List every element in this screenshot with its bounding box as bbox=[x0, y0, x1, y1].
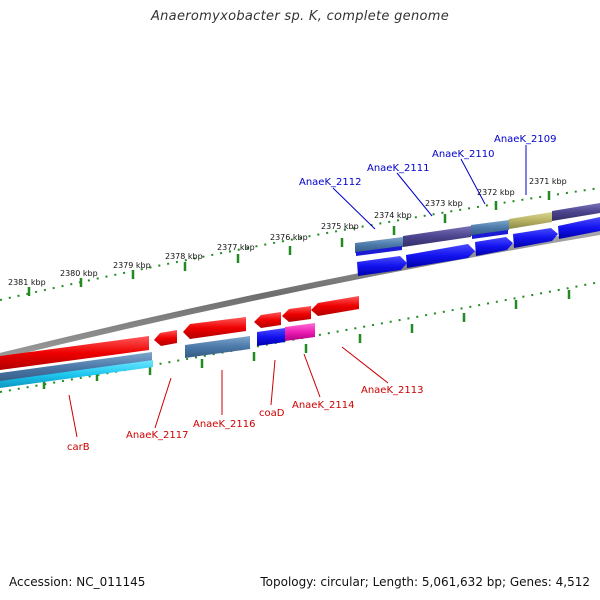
gene-arrow-anaek-2109 bbox=[513, 228, 558, 248]
feature-anaek-2114-magenta bbox=[285, 323, 315, 341]
accession-text: Accession: NC_011145 bbox=[9, 575, 146, 589]
feature-anaek-2110-misc bbox=[471, 220, 509, 236]
gene-arrow-anaek-2116 bbox=[183, 317, 246, 339]
gene-arrow-anaek-2117 bbox=[154, 330, 177, 346]
forward-features-upper bbox=[355, 203, 600, 256]
gene-label-anaek-2110: AnaeK_2110 bbox=[432, 149, 494, 160]
forward-leader-lines bbox=[332, 145, 527, 230]
forward-gene-arrows bbox=[357, 217, 600, 276]
feature-forward-thin-2 bbox=[472, 230, 508, 239]
gene-arrow-anaek-2111 bbox=[406, 244, 475, 268]
feature-carb-cyan bbox=[0, 360, 153, 388]
tick-label: 2371 kbp bbox=[529, 177, 567, 186]
gene-label-carb: carB bbox=[67, 442, 90, 453]
tick-label: 2376 kbp bbox=[270, 233, 308, 242]
gene-label-coad: coaD bbox=[259, 408, 285, 419]
reverse-features-lower bbox=[0, 323, 315, 388]
gene-arrow-anaek-2113 bbox=[311, 296, 359, 316]
gene-label-anaek-2109: AnaeK_2109 bbox=[494, 134, 556, 145]
tick-label: 2373 kbp bbox=[425, 199, 463, 208]
gene-arrow-carb bbox=[0, 336, 149, 370]
tick-label: 2377 kbp bbox=[217, 243, 255, 252]
feature-forward-thin-1 bbox=[356, 246, 402, 256]
gene-label-anaek-2114: AnaeK_2114 bbox=[292, 400, 354, 411]
tick-label: 2379 kbp bbox=[113, 261, 151, 270]
reverse-leader-lines bbox=[68, 346, 389, 438]
feature-coad-blue bbox=[257, 328, 285, 346]
gene-label-anaek-2113: AnaeK_2113 bbox=[361, 385, 423, 396]
tick-label: 2381 kbp bbox=[8, 278, 46, 287]
gene-arrow-anaek-2114 bbox=[282, 306, 311, 322]
genome-summary-text: Topology: circular; Length: 5,061,632 bp… bbox=[260, 575, 590, 589]
tick-label: 2378 kbp bbox=[165, 252, 203, 261]
gene-arrow-downstream bbox=[558, 217, 600, 239]
reverse-gene-arrows bbox=[0, 296, 359, 370]
tick-label: 2380 kbp bbox=[60, 269, 98, 278]
feature-anaek-2111-misc bbox=[403, 226, 471, 247]
tick-label: 2372 kbp bbox=[477, 188, 515, 197]
tick-label: 2374 kbp bbox=[374, 211, 412, 220]
feature-downstream-misc bbox=[552, 203, 600, 221]
gene-arrow-anaek-2112 bbox=[357, 256, 407, 276]
feature-anaek-2112-misc bbox=[355, 237, 403, 253]
gene-arrow-anaek-2110 bbox=[475, 237, 513, 256]
gene-arrow-coad bbox=[254, 312, 281, 328]
feature-anaek-2109-misc bbox=[509, 212, 552, 229]
feature-carb-misc bbox=[0, 352, 152, 383]
major-ticks-forward bbox=[27, 191, 551, 296]
gene-label-anaek-2117: AnaeK_2117 bbox=[126, 430, 188, 441]
feature-anaek-2116-misc bbox=[185, 336, 250, 358]
map-title: Anaeromyxobacter sp. K, complete genome bbox=[150, 9, 450, 24]
gene-label-anaek-2116: AnaeK_2116 bbox=[193, 419, 255, 430]
tick-ruler-forward bbox=[0, 187, 600, 301]
tick-label: 2375 kbp bbox=[321, 222, 359, 231]
gene-label-anaek-2112: AnaeK_2112 bbox=[299, 177, 361, 188]
major-ticks-reverse bbox=[42, 290, 571, 389]
gene-label-anaek-2111: AnaeK_2111 bbox=[367, 163, 429, 174]
